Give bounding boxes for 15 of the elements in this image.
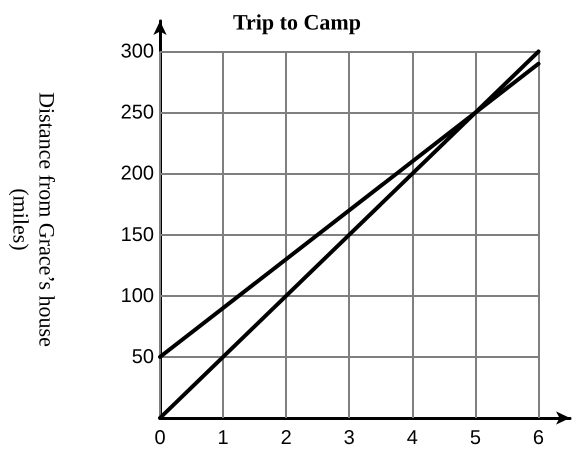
y-axis-title: Distance from Grace’s house (miles)	[8, 92, 60, 347]
chart-title: Trip to Camp	[233, 10, 361, 34]
x-tick-label: 1	[218, 427, 229, 449]
y-tick-label: 150	[120, 224, 154, 246]
x-tick-label: 3	[344, 427, 355, 449]
y-tick-label: 50	[132, 346, 154, 368]
y-tick-label: 100	[120, 284, 154, 307]
x-tick-label: 5	[470, 427, 481, 449]
x-tick-label: 0	[154, 427, 166, 449]
x-tick-label: 2	[280, 427, 292, 449]
y-tick-label: 250	[120, 102, 154, 124]
y-tick-label: 200	[120, 162, 154, 185]
x-tick-label: 4	[406, 427, 418, 449]
x-tick-label: 6	[532, 427, 544, 449]
y-tick-label: 300	[120, 40, 154, 63]
